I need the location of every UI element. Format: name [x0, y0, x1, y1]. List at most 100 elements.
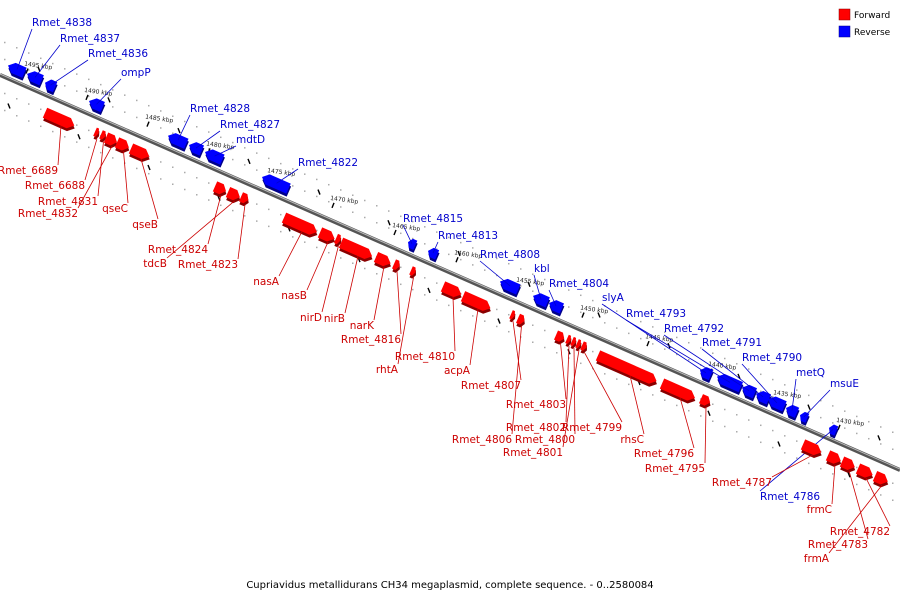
reverse-gene-label[interactable]: Rmet_4790 — [741, 352, 802, 404]
forward-gene-label[interactable]: frmC — [807, 464, 836, 516]
forward-gene-arrow[interactable] — [238, 192, 252, 207]
forward-gene-arrow[interactable] — [595, 350, 660, 389]
forward-gene-arrow[interactable] — [317, 227, 338, 246]
forward-gene-arrow[interactable] — [440, 281, 465, 302]
forward-gene-label[interactable]: qseC — [102, 151, 129, 215]
forward-gene-arrow[interactable] — [92, 127, 102, 141]
forward-gene-arrow[interactable] — [564, 334, 574, 348]
forward-gene-label[interactable]: Rmet_4782 — [830, 477, 891, 538]
reverse-gene-label[interactable]: Rmet_4793 — [625, 308, 731, 383]
forward-gene-label[interactable]: qseB — [132, 158, 159, 231]
reverse-gene-arrow[interactable] — [86, 96, 107, 116]
forward-gene-label[interactable]: rhtA — [376, 277, 414, 376]
reverse-gene-arrow[interactable] — [765, 394, 788, 415]
forward-gene-label[interactable]: Rmet_4787 — [712, 454, 814, 489]
forward-gene-label[interactable]: nasA — [253, 231, 303, 288]
reverse-gene-arrow[interactable] — [5, 60, 28, 81]
forward-gene-arrow[interactable] — [698, 394, 714, 410]
reverse-gene-arrow[interactable] — [530, 291, 551, 311]
reverse-gene-label[interactable]: slyA — [601, 292, 707, 374]
forward-gene-label[interactable]: tdcB — [143, 200, 235, 270]
forward-gene-arrow[interactable] — [408, 266, 419, 279]
forward-gene-label[interactable]: Rmet_4823 — [178, 204, 246, 271]
forward-gene-label[interactable]: acpA — [444, 308, 479, 377]
forward-gene-label[interactable]: Rmet_4796 — [634, 397, 695, 460]
forward-gene-arrow[interactable] — [212, 181, 230, 199]
forward-gene-arrow[interactable] — [855, 463, 876, 483]
forward-gene-arrow[interactable] — [800, 439, 825, 460]
reverse-gene-label[interactable]: metQ — [791, 367, 825, 411]
reverse-gene-label[interactable]: Rmet_4804 — [548, 278, 609, 307]
forward-gene-arrow[interactable] — [579, 341, 590, 354]
reverse-gene-arrow[interactable] — [797, 411, 811, 426]
forward-gene-arrow[interactable] — [553, 330, 568, 346]
forward-gene-label[interactable]: Rmet_6689 — [0, 125, 62, 177]
reverse-gene-label[interactable]: ompP — [96, 67, 151, 105]
forward-gene-label[interactable]: Rmet_4799 — [562, 352, 623, 434]
forward-gene-arrow[interactable] — [872, 470, 892, 490]
forward-gene-arrow[interactable] — [114, 137, 133, 155]
reverse-gene-arrow[interactable] — [259, 172, 292, 197]
reverse-gene-arrow[interactable] — [826, 423, 840, 439]
forward-gene-label[interactable]: Rmet_4824 — [148, 194, 222, 256]
forward-gene-label[interactable]: rhsC — [620, 375, 645, 447]
forward-gene-label[interactable]: Rmet_4803 — [506, 342, 567, 411]
reverse-gene-label[interactable]: Rmet_4837 — [34, 33, 120, 78]
reverse-gene-arrow[interactable] — [186, 140, 206, 159]
forward-gene-label[interactable]: Rmet_4806 — [452, 325, 522, 446]
forward-gene-arrow[interactable] — [281, 212, 321, 240]
forward-gene-label[interactable]: nirD — [300, 245, 339, 324]
forward-gene-label[interactable]: narK — [350, 266, 385, 332]
reverse-gene-arrow[interactable] — [24, 69, 45, 89]
reverse-gene-label[interactable]: Rmet_4792 — [663, 323, 750, 392]
forward-gene-label[interactable]: Rmet_4801 — [503, 350, 580, 459]
forward-gene-label[interactable]: Rmet_6688 — [25, 138, 98, 192]
forward-gene-arrow[interactable] — [839, 456, 859, 476]
forward-gene-label[interactable]: Rmet_4807 — [461, 321, 522, 392]
forward-gene-arrow[interactable] — [103, 132, 121, 150]
reverse-gene-arrow[interactable] — [497, 276, 522, 298]
reverse-gene-label[interactable]: mdtD — [214, 134, 266, 157]
reverse-gene-label[interactable]: Rmet_4815 — [402, 213, 463, 244]
forward-gene-label[interactable]: Rmet_4800 — [515, 347, 576, 446]
forward-gene-arrow[interactable] — [574, 339, 584, 352]
forward-gene-arrow[interactable] — [128, 143, 153, 164]
forward-gene-arrow[interactable] — [391, 259, 403, 273]
forward-gene-label[interactable]: Rmet_4795 — [645, 406, 707, 475]
forward-gene-label[interactable]: Rmet_4783 — [808, 470, 869, 551]
reverse-gene-arrow[interactable] — [783, 403, 801, 421]
forward-gene-arrow[interactable] — [460, 291, 494, 316]
forward-gene-arrow[interactable] — [508, 310, 518, 323]
reverse-gene-arrow[interactable] — [165, 131, 190, 152]
reverse-gene-label[interactable]: Rmet_4822 — [276, 157, 359, 184]
reverse-gene-arrow[interactable] — [202, 147, 226, 168]
reverse-gene-label[interactable]: Rmet_4838 — [16, 17, 92, 70]
forward-gene-label[interactable]: Rmet_4832 — [18, 145, 113, 220]
reverse-gene-label[interactable]: Rmet_4827 — [195, 119, 280, 149]
reverse-gene-arrow[interactable] — [546, 298, 566, 317]
forward-gene-arrow[interactable] — [825, 450, 845, 469]
forward-gene-arrow[interactable] — [225, 187, 244, 205]
forward-gene-label[interactable]: nirB — [324, 256, 359, 325]
reverse-gene-label[interactable]: Rmet_4808 — [479, 249, 540, 287]
forward-gene-label[interactable]: nasB — [281, 241, 329, 302]
forward-gene-arrow[interactable] — [98, 130, 109, 143]
reverse-gene-label[interactable]: Rmet_4813 — [432, 230, 498, 254]
forward-gene-label[interactable]: frmA — [804, 484, 883, 565]
forward-gene-arrow[interactable] — [42, 107, 78, 134]
forward-gene-arrow[interactable] — [373, 251, 394, 271]
forward-gene-arrow[interactable] — [333, 233, 344, 248]
forward-gene-label[interactable]: Rmet_4816 — [341, 271, 402, 346]
reverse-gene-label[interactable]: Rmet_4836 — [50, 48, 149, 86]
forward-gene-label[interactable]: Rmet_4810 — [395, 296, 456, 363]
forward-gene-arrow[interactable] — [515, 313, 528, 329]
forward-gene-arrow[interactable] — [569, 336, 579, 350]
reverse-gene-label[interactable]: Rmet_4786 — [759, 429, 834, 503]
reverse-gene-arrow[interactable] — [405, 237, 419, 253]
forward-gene-arrow[interactable] — [338, 237, 376, 265]
reverse-gene-arrow[interactable] — [425, 246, 441, 263]
reverse-gene-label[interactable]: msuE — [803, 378, 859, 418]
reverse-gene-label[interactable]: kbl — [533, 263, 550, 300]
reverse-gene-label[interactable]: Rmet_4791 — [701, 337, 764, 398]
reverse-gene-arrow[interactable] — [753, 389, 773, 408]
